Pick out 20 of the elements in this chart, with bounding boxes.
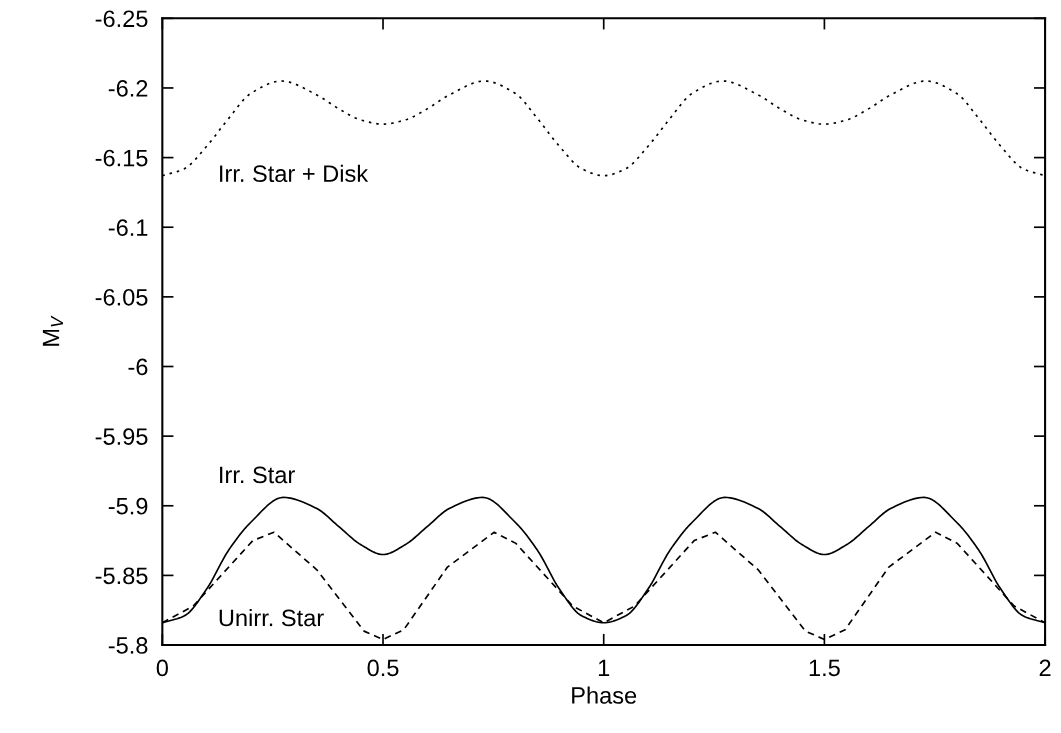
y-tick-label: -6.1 — [108, 219, 148, 237]
y-tick-label: -6.25 — [95, 10, 148, 28]
series-label: Irr. Star — [220, 466, 295, 484]
y-tick-label: -5.85 — [95, 567, 148, 585]
y-tick-label: -6.2 — [108, 80, 148, 97]
x-axis-title: Phase — [572, 686, 637, 704]
x-tick-label: 1.5 — [809, 659, 840, 677]
y-tick-label: -6.15 — [95, 149, 148, 167]
y-tick-label: -5.95 — [95, 428, 148, 445]
y-tick-label: -5.8 — [108, 637, 148, 654]
x-tick-label: 2 — [1039, 659, 1051, 677]
y-tick-label: -6.05 — [95, 288, 148, 306]
y-axis-title: M$_{V}$ — [42, 315, 63, 346]
series-label: Unirr. Star — [219, 608, 324, 627]
series-label: Irr. Star + Disk — [220, 164, 369, 183]
x-tick-label: 1 — [598, 659, 610, 677]
y-tick-label: -5.9 — [108, 497, 148, 515]
y-tick-label: -6 — [128, 358, 148, 376]
x-tick-label: 0.5 — [367, 659, 399, 677]
x-tick-label: 0 — [156, 659, 168, 677]
